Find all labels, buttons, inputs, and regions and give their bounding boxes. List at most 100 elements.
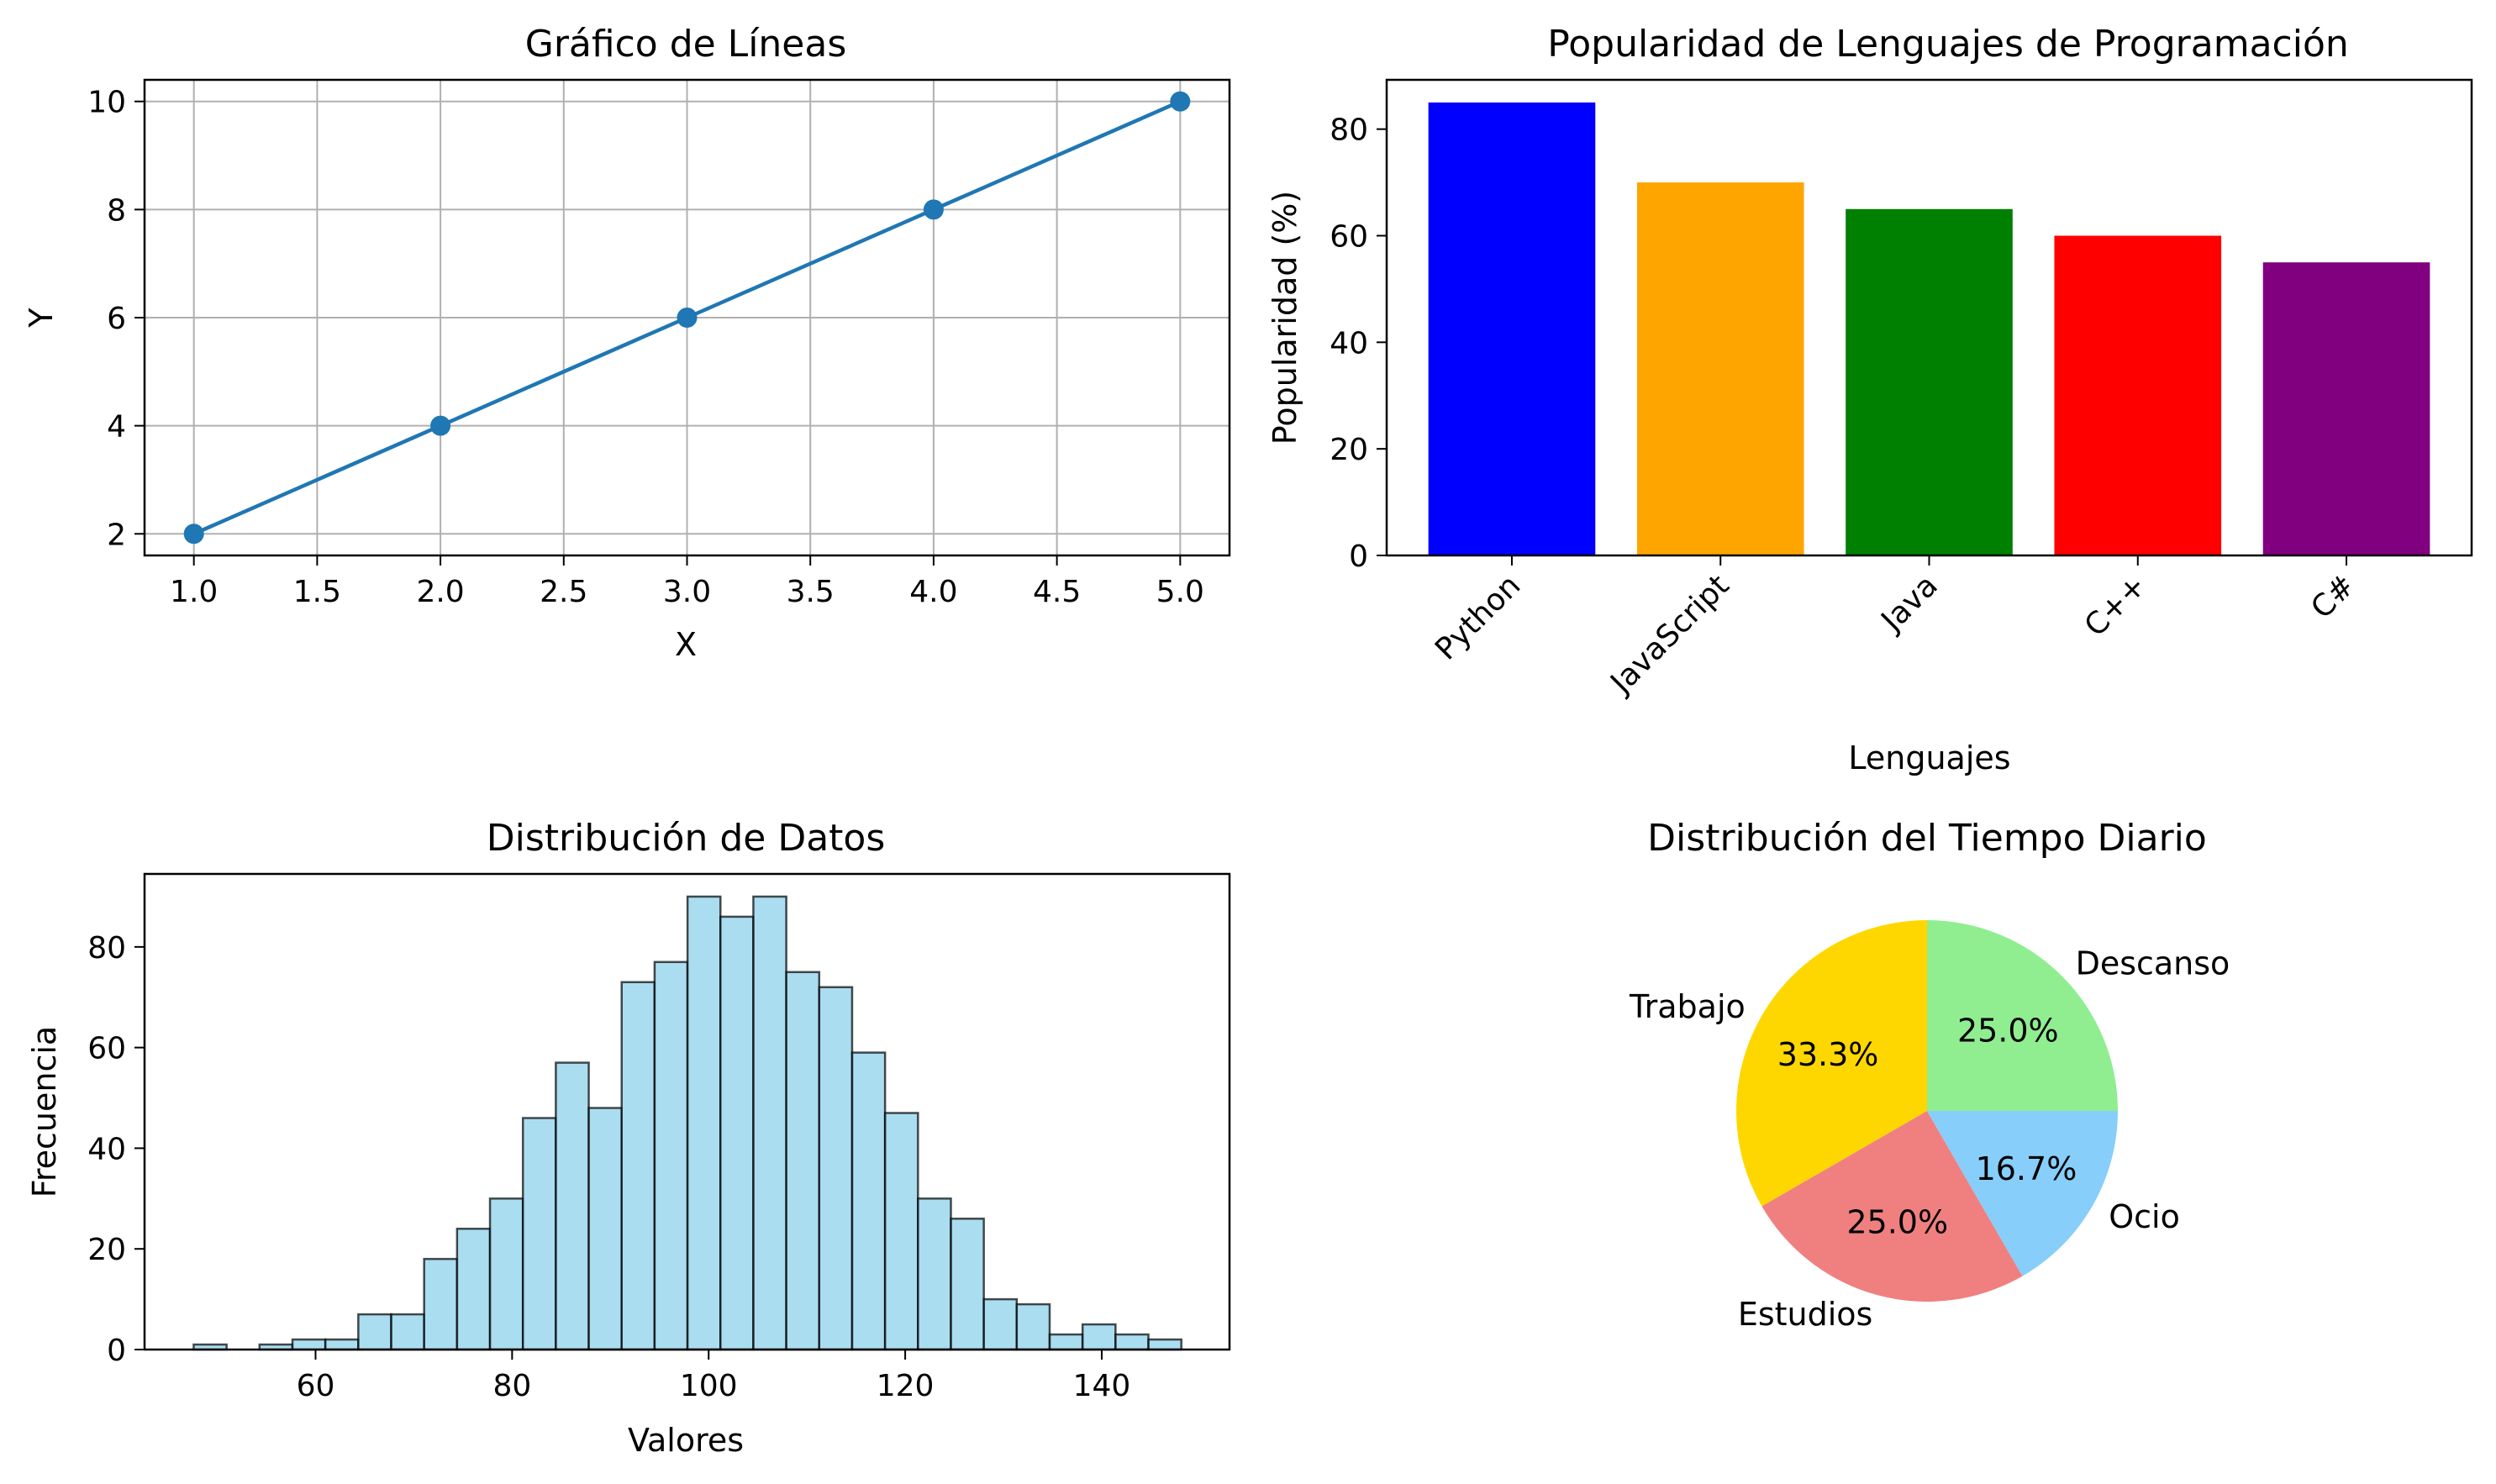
histogram-bar — [1147, 1338, 1182, 1351]
histogram-ytick-label: 20 — [87, 1233, 126, 1267]
bar-chart-ytick-label: 80 — [1330, 113, 1368, 148]
histogram-bar — [686, 895, 722, 1351]
bar — [2262, 262, 2430, 555]
line-chart-ytick-label: 6 — [107, 302, 126, 336]
histogram-bar — [950, 1218, 985, 1351]
line-chart-ytick-label: 10 — [87, 86, 126, 120]
histogram-bar — [1048, 1333, 1084, 1351]
histogram-xtick-label: 120 — [877, 1369, 935, 1403]
bar-chart-ylabel: Popularidad (%) — [1266, 191, 1303, 445]
pie-percent-label: 16.7% — [1976, 1150, 2077, 1187]
bar-chart-xtick-label: JavaScript — [1603, 568, 1736, 701]
histogram-bar — [587, 1107, 623, 1351]
pie-slice — [1927, 1111, 2118, 1276]
line-chart-title: Gráfico de Líneas — [525, 23, 847, 66]
histogram-bar — [785, 971, 821, 1351]
line-chart-ytick-label: 2 — [107, 518, 126, 552]
histogram-bar — [423, 1257, 459, 1351]
histogram-frame — [143, 872, 1231, 1351]
histogram-bar — [620, 981, 656, 1351]
histogram-title: Distribución de Datos — [487, 817, 886, 860]
bar — [1428, 102, 1596, 555]
histogram-bar — [982, 1297, 1019, 1351]
line-chart-xtick-label: 5.0 — [1156, 575, 1204, 609]
bar-chart: Popularidad de Lenguajes de Programación… — [1266, 23, 2473, 776]
line-chart-grid — [145, 80, 1230, 555]
histogram-xtick-label: 60 — [297, 1369, 335, 1403]
histogram-ytick-label: 40 — [87, 1132, 126, 1166]
pie-chart-title: Distribución del Tiempo Diario — [1647, 817, 2207, 860]
line-chart-xtick-label: 3.5 — [787, 575, 835, 609]
line-chart-point — [183, 524, 204, 545]
histogram-bar — [291, 1338, 327, 1351]
histogram-bar — [357, 1313, 392, 1351]
bar-chart-xtick-label: C++ — [2078, 568, 2153, 643]
histogram-marks — [192, 895, 1182, 1351]
line-chart-ytick-label: 8 — [107, 193, 126, 228]
line-chart-point — [923, 199, 944, 220]
histogram-ytick-label: 80 — [87, 931, 126, 966]
bar-chart-ytick-label: 0 — [1349, 539, 1368, 574]
histogram-bar — [1081, 1323, 1117, 1351]
line-chart-xtick-label: 2.5 — [540, 575, 587, 609]
pie-chart-marks: Trabajo 33.3% Estudios 25.0% Ocio 16.7% Descan… — [1629, 920, 2230, 1333]
histogram-bar — [917, 1197, 952, 1351]
histogram-ticks: 60 80 100 120 140 0 20 40 60 80 — [87, 931, 1130, 1403]
histogram-bar — [555, 1061, 590, 1351]
line-chart-ticks: 1.0 1.5 2.0 2.5 3.0 3.5 4.0 4.5 5.0 2 4 6 8 10 — [87, 86, 1204, 609]
histogram-bar — [455, 1228, 492, 1351]
histogram-bar — [521, 1117, 557, 1351]
bar-chart-xlabel: Lenguajes — [1848, 739, 2010, 776]
histogram-bar — [752, 895, 787, 1351]
line-chart-ytick-label: 4 — [107, 410, 126, 445]
histogram-ytick-label: 0 — [107, 1334, 126, 1368]
line-chart-xtick-label: 2.0 — [416, 575, 464, 609]
histogram-xtick-label: 100 — [680, 1369, 738, 1403]
line-chart-point — [1170, 91, 1191, 112]
line-chart-xtick-label: 4.0 — [909, 575, 957, 609]
line-chart-marks — [183, 91, 1191, 545]
bar-chart-xtick-label: Java — [1874, 568, 1945, 639]
bar — [1846, 208, 2013, 555]
histogram-bar — [719, 915, 755, 1351]
pie-slice — [1736, 920, 1927, 1207]
line-chart-ylabel: Y — [23, 308, 60, 329]
line-chart: Gráfico de Líneas 1.0 1.5 2.0 2.5 3.0 3.5 4.0 4… — [23, 23, 1231, 663]
histogram-bar — [1114, 1333, 1150, 1351]
bar-chart-ytick-label: 20 — [1330, 433, 1368, 467]
histogram-bar — [818, 986, 854, 1351]
pie-slice — [1761, 1111, 2023, 1302]
bar-chart-marks — [1428, 102, 2430, 555]
line-chart-xtick-label: 1.5 — [293, 575, 341, 609]
pie-category-label: Ocio — [2109, 1198, 2180, 1235]
line-chart-xtick-label: 3.0 — [663, 575, 711, 609]
histogram-bar — [883, 1112, 919, 1351]
pie-chart: Distribución del Tiempo Diario Trabajo 33… — [1629, 817, 2230, 1333]
histogram-bar — [324, 1338, 360, 1351]
histogram-xlabel: Valores — [628, 1422, 744, 1459]
histogram-bar — [390, 1313, 425, 1351]
bar-chart-ytick-label: 40 — [1330, 326, 1368, 360]
bar — [2054, 235, 2222, 555]
pie-category-label: Trabajo — [1629, 988, 1746, 1025]
pie-category-label: Descanso — [2076, 945, 2230, 981]
pie-percent-label: 25.0% — [1846, 1204, 1948, 1241]
histogram-xtick-label: 80 — [492, 1369, 531, 1403]
bar-chart-title: Popularidad de Lenguajes de Programación — [1547, 23, 2349, 66]
histogram-ylabel: Frecuencia — [26, 1026, 63, 1197]
bar-chart-xtick-label: Python — [1429, 568, 1527, 666]
line-chart-xtick-label: 1.0 — [170, 575, 218, 609]
line-chart-xtick-label: 4.5 — [1033, 575, 1081, 609]
pie-percent-label: 33.3% — [1777, 1036, 1879, 1073]
histogram-bar — [653, 960, 689, 1351]
histogram-xtick-label: 140 — [1073, 1369, 1131, 1403]
line-chart-point — [430, 415, 451, 436]
histogram-bar — [850, 1051, 887, 1351]
histogram-bar — [1015, 1302, 1051, 1351]
pie-percent-label: 25.0% — [1957, 1013, 2059, 1050]
line-chart-point — [677, 308, 698, 328]
pie-category-label: Estudios — [1738, 1296, 1873, 1333]
histogram-ytick-label: 60 — [87, 1032, 126, 1066]
line-chart-xlabel: X — [675, 626, 697, 663]
